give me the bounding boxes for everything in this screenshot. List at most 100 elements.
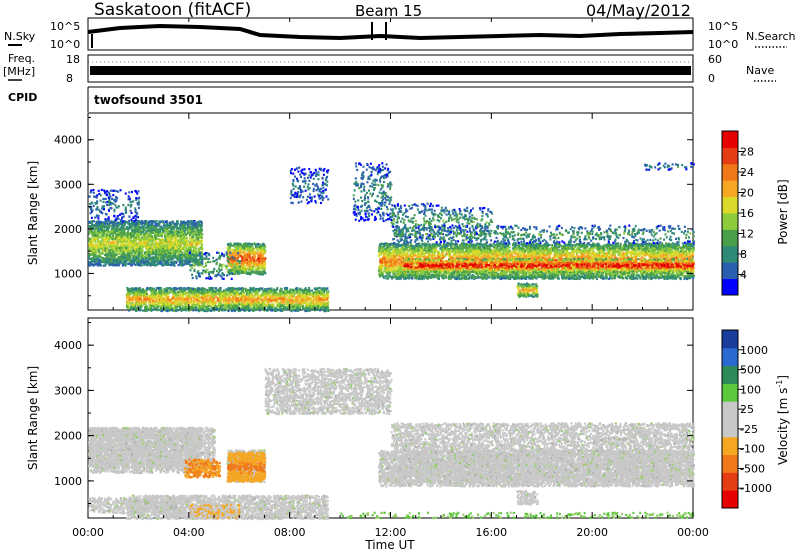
data-pixel xyxy=(88,241,91,245)
data-pixel xyxy=(254,262,257,265)
data-pixel xyxy=(197,224,200,227)
data-pixel xyxy=(192,239,195,242)
data-pixel xyxy=(135,244,138,248)
data-pixel xyxy=(185,251,188,255)
data-pixel xyxy=(193,220,196,223)
data-pixel xyxy=(170,225,173,228)
data-pixel xyxy=(137,225,140,228)
data-pixel xyxy=(118,261,121,264)
data-pixel xyxy=(111,254,114,258)
data-pixel xyxy=(103,257,106,260)
data-pixel xyxy=(153,220,156,223)
data-pixel xyxy=(191,227,194,230)
data-pixel xyxy=(146,251,149,255)
data-pixel xyxy=(181,231,184,234)
data-pixel xyxy=(114,221,117,224)
data-pixel xyxy=(108,231,111,234)
data-pixel xyxy=(102,221,105,224)
data-pixel xyxy=(238,246,241,249)
data-pixel xyxy=(157,258,160,262)
data-pixel xyxy=(119,223,122,226)
data-pixel xyxy=(92,253,95,256)
data-pixel xyxy=(101,223,104,226)
data-pixel xyxy=(181,303,184,306)
data-pixel xyxy=(160,262,163,265)
data-pixel xyxy=(149,223,152,227)
data-pixel xyxy=(110,228,113,231)
data-pixel xyxy=(107,262,110,265)
data-pixel xyxy=(100,256,103,259)
data-pixel xyxy=(176,224,179,227)
power-data xyxy=(88,162,695,313)
data-pixel xyxy=(261,273,264,276)
data-pixel xyxy=(178,244,181,247)
data-pixel xyxy=(176,243,179,246)
data-pixel xyxy=(233,245,236,248)
data-pixel xyxy=(168,234,171,237)
data-pixel xyxy=(161,220,164,223)
data-pixel xyxy=(136,228,139,231)
data-pixel xyxy=(183,246,186,249)
data-pixel xyxy=(173,256,176,259)
data-pixel xyxy=(142,309,145,312)
data-pixel xyxy=(197,225,200,229)
noise-left-label: N.Sky xyxy=(4,30,36,43)
data-pixel xyxy=(156,228,159,231)
data-pixel xyxy=(94,243,97,246)
data-pixel xyxy=(183,259,186,263)
data-pixel xyxy=(180,255,183,258)
data-pixel xyxy=(128,251,131,254)
data-pixel xyxy=(124,249,127,252)
data-pixel xyxy=(187,248,190,251)
data-pixel xyxy=(101,258,104,262)
data-pixel xyxy=(152,225,155,228)
data-pixel xyxy=(174,225,177,228)
data-pixel xyxy=(182,237,185,240)
data-pixel xyxy=(255,252,258,255)
data-pixel xyxy=(109,235,112,238)
data-pixel xyxy=(183,229,186,233)
data-pixel xyxy=(91,239,94,243)
data-pixel xyxy=(181,252,184,255)
freq-label-2: [MHz] xyxy=(3,65,35,78)
data-pixel xyxy=(125,256,128,260)
data-pixel xyxy=(180,222,183,225)
data-pixel xyxy=(108,221,111,224)
data-pixel xyxy=(116,239,119,242)
data-pixel xyxy=(130,249,133,253)
data-pixel xyxy=(91,260,94,263)
data-pixel xyxy=(106,260,109,263)
data-pixel xyxy=(137,231,140,234)
data-pixel xyxy=(135,232,138,235)
data-pixel xyxy=(261,251,264,254)
data-pixel xyxy=(206,288,209,292)
data-pixel xyxy=(183,244,186,248)
data-pixel xyxy=(191,238,194,241)
data-pixel xyxy=(118,231,121,234)
data-pixel xyxy=(183,249,186,252)
data-pixel xyxy=(107,257,110,260)
data-pixel xyxy=(138,236,141,240)
data-pixel xyxy=(200,235,203,238)
data-pixel xyxy=(172,236,175,239)
data-pixel xyxy=(94,251,97,254)
data-pixel xyxy=(163,222,166,226)
data-pixel xyxy=(166,235,169,238)
data-pixel xyxy=(150,238,153,241)
data-pixel xyxy=(127,221,130,225)
data-pixel xyxy=(96,257,99,260)
data-pixel xyxy=(138,228,141,231)
data-pixel xyxy=(107,238,110,241)
data-pixel xyxy=(117,237,120,240)
data-pixel xyxy=(160,256,163,259)
data-pixel xyxy=(105,254,108,257)
data-pixel xyxy=(89,221,92,224)
data-pixel xyxy=(256,292,259,295)
data-pixel xyxy=(132,299,135,302)
data-pixel xyxy=(139,225,142,228)
data-pixel xyxy=(176,253,179,256)
data-pixel xyxy=(103,230,106,234)
data-pixel xyxy=(120,238,123,241)
data-pixel xyxy=(145,258,148,262)
